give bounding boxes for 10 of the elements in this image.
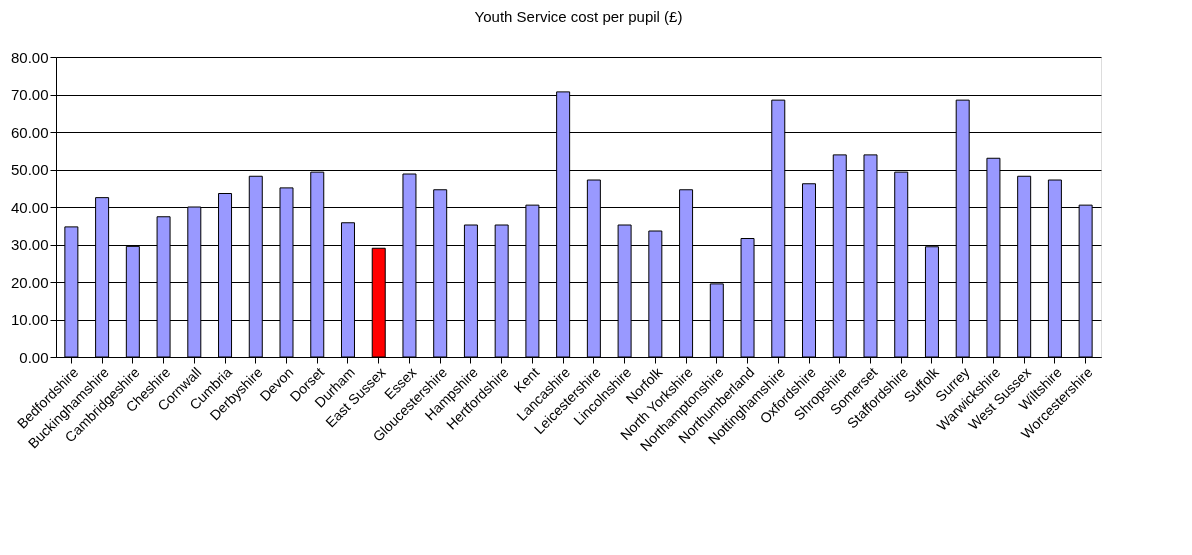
y-tick-label: 70.00 xyxy=(10,86,49,103)
y-tick-label: 0.00 xyxy=(19,348,49,366)
y-tick-label: 60.00 xyxy=(10,123,49,141)
y-tick-label: 30.00 xyxy=(10,236,49,253)
y-tick-label: 20.00 xyxy=(10,273,49,291)
y-tick-label: 10.00 xyxy=(10,311,49,328)
y-tick-label: 80.00 xyxy=(10,48,49,66)
y-tick-label: 50.00 xyxy=(10,161,49,178)
y-tick-label: 40.00 xyxy=(10,198,49,216)
chart-title: Youth Service cost per pupil (£) xyxy=(474,8,683,25)
